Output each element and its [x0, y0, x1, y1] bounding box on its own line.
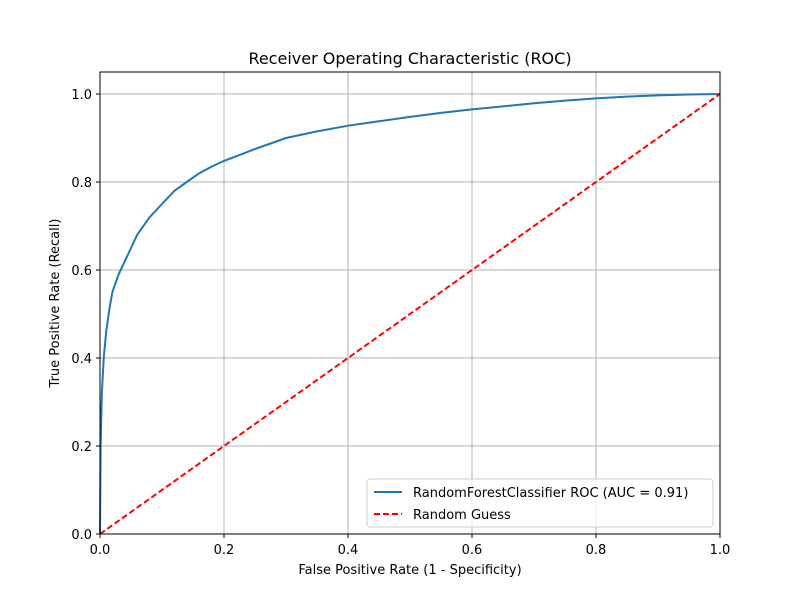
x-tick-label: 0.0: [90, 543, 111, 558]
x-tick-label: 0.6: [462, 543, 483, 558]
x-ticks: 0.0 0.2 0.4 0.6 0.8 1.0: [90, 534, 731, 558]
series-layer: [99, 93, 721, 535]
legend-label-random-guess: Random Guess: [413, 508, 511, 523]
y-tick-label: 0.0: [71, 528, 92, 543]
x-tick-label: 0.8: [586, 543, 607, 558]
random-guess-line: [99, 93, 721, 535]
x-tick-label: 1.0: [710, 543, 731, 558]
legend-box: [366, 478, 714, 528]
x-tick-label: 0.2: [214, 543, 235, 558]
y-tick-label: 0.4: [71, 352, 92, 367]
chart-title: Receiver Operating Characteristic (ROC): [248, 49, 571, 68]
grid: [99, 72, 721, 535]
x-tick-label: 0.4: [338, 543, 359, 558]
y-tick-label: 0.8: [71, 176, 92, 191]
plot-frame: [99, 71, 721, 535]
roc-curve: [99, 93, 721, 535]
legend: RandomForestClassifier ROC (AUC = 0.91) …: [366, 478, 714, 528]
y-tick-label: 0.2: [71, 440, 92, 455]
x-axis-label: False Positive Rate (1 - Specificity): [298, 563, 521, 578]
y-tick-label: 1.0: [71, 88, 92, 103]
y-tick-label: 0.6: [71, 264, 92, 279]
legend-label-roc: RandomForestClassifier ROC (AUC = 0.91): [413, 486, 688, 501]
y-ticks: 0.0 0.2 0.4 0.6 0.8 1.0: [71, 88, 100, 543]
y-axis-label: True Positive Rate (Recall): [48, 219, 63, 389]
